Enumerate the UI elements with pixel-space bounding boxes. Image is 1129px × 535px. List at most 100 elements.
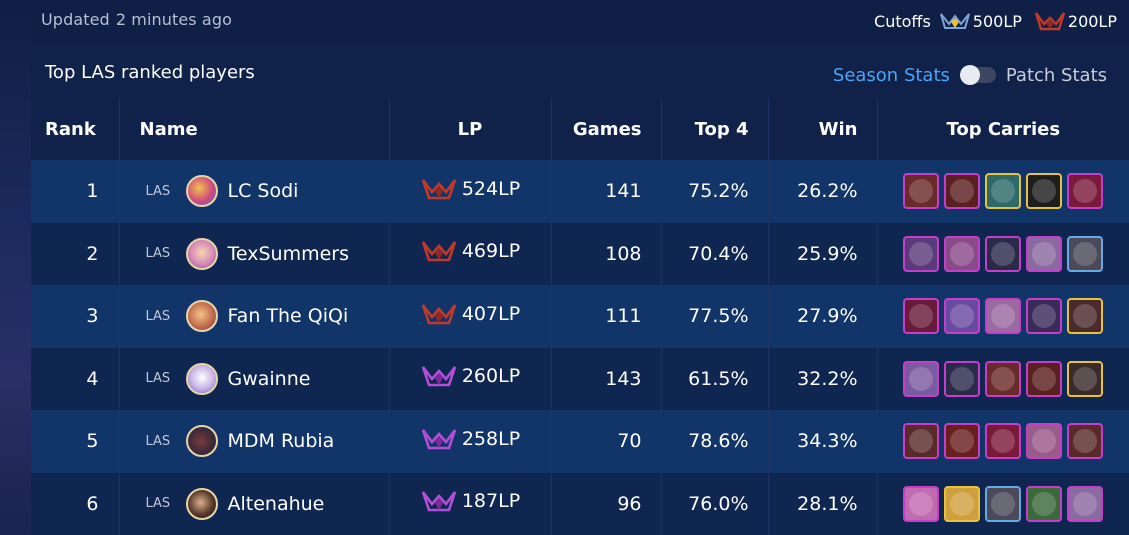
name-cell: LAS MDM Rubia <box>119 410 390 473</box>
games-value: 70 <box>617 430 642 453</box>
games-cell: 141 <box>551 160 662 223</box>
rank-cell: 1 <box>31 160 120 223</box>
top4-cell: 78.6% <box>661 410 769 473</box>
column-header-win[interactable]: Win <box>768 98 878 160</box>
games-value: 108 <box>605 242 642 265</box>
champion-icon[interactable] <box>1067 360 1104 397</box>
updated-time: 2 minutes ago <box>115 10 232 29</box>
champion-icon[interactable] <box>903 423 940 460</box>
table-header: Rank Name LP Games Top 4 Win Top Carries <box>31 98 1129 160</box>
win-cell: 34.3% <box>768 410 878 473</box>
table-row[interactable]: 6 LAS Altenahue 187LP 96 76.0% 28.1% <box>31 472 1129 535</box>
rank-value: 6 <box>86 492 99 515</box>
rank-value: 2 <box>86 242 99 265</box>
champion-icon[interactable] <box>985 485 1022 522</box>
rank-crest-icon <box>421 178 457 200</box>
top4-cell: 61.5% <box>661 347 769 410</box>
champion-icon[interactable] <box>1026 298 1063 335</box>
column-header-games[interactable]: Games <box>551 98 662 160</box>
top-carries-cell <box>877 285 1129 348</box>
rank-crest-icon <box>421 241 457 262</box>
top-carries-cell <box>877 222 1129 285</box>
rank-crest-icon <box>421 366 457 387</box>
win-cell: 25.9% <box>768 222 878 285</box>
champion-icon[interactable] <box>944 298 981 335</box>
games-cell: 70 <box>551 410 662 473</box>
top4-value: 70.4% <box>688 242 749 265</box>
avatar <box>185 425 218 458</box>
champion-icon[interactable] <box>944 173 981 210</box>
column-header-top4[interactable]: Top 4 <box>661 98 769 160</box>
champion-icon[interactable] <box>944 235 981 272</box>
champion-icon[interactable] <box>985 360 1022 397</box>
region-label: LAS <box>145 246 171 262</box>
table-row[interactable]: 3 LAS Fan The QiQi 407LP 111 77.5% 27.9% <box>31 285 1129 348</box>
champion-icon[interactable] <box>903 485 940 522</box>
top4-cell: 70.4% <box>661 222 769 285</box>
challenger-cutoff: 500LP <box>972 11 1022 31</box>
table-row[interactable]: 5 LAS MDM Rubia 258LP 70 78.6% 34.3% <box>31 410 1129 473</box>
leaderboard-table: Rank Name LP Games Top 4 Win Top Carries… <box>31 98 1129 535</box>
switch-knob <box>959 65 980 85</box>
player-name[interactable]: TexSummers <box>227 242 350 265</box>
champion-icon[interactable] <box>903 173 940 210</box>
rank-cell: 6 <box>31 472 120 535</box>
top4-cell: 76.0% <box>661 472 769 535</box>
patch-stats-option[interactable]: Patch Stats <box>1005 64 1107 86</box>
top-carries-cell <box>877 160 1129 223</box>
rank-cell: 2 <box>31 222 120 285</box>
champion-icon[interactable] <box>1026 173 1063 210</box>
champion-icon[interactable] <box>1067 173 1104 210</box>
name-cell: LAS Fan The QiQi <box>119 285 390 348</box>
table-row[interactable]: 2 LAS TexSummers 469LP 108 70.4% 25.9% <box>31 222 1129 285</box>
rank-crest-icon <box>421 303 457 325</box>
games-value: 141 <box>605 180 642 203</box>
champion-icon[interactable] <box>985 173 1022 210</box>
champion-icon[interactable] <box>1026 235 1063 272</box>
champion-icon[interactable] <box>903 360 940 397</box>
champion-icon[interactable] <box>903 235 940 272</box>
champion-icon[interactable] <box>944 360 981 397</box>
champion-icon[interactable] <box>1026 485 1063 522</box>
champion-icon[interactable] <box>1026 360 1063 397</box>
cutoffs-label: Cutoffs <box>874 11 931 31</box>
column-header-rank[interactable]: Rank <box>31 98 120 160</box>
player-name[interactable]: Gwainne <box>227 367 311 390</box>
season-stats-option[interactable]: Season Stats <box>832 64 950 86</box>
rank-cell: 3 <box>31 285 120 348</box>
champion-icon[interactable] <box>985 423 1022 460</box>
column-header-name[interactable]: Name <box>119 98 390 160</box>
champion-icon[interactable] <box>944 485 981 522</box>
lp-cell: 187LP <box>389 472 552 535</box>
lp-cell: 258LP <box>389 410 552 473</box>
champion-icon[interactable] <box>985 298 1022 335</box>
table-row[interactable]: 1 LAS LC Sodi 524LP 141 75.2% 26.2% <box>31 160 1129 223</box>
player-name[interactable]: MDM Rubia <box>227 430 335 453</box>
champion-icon[interactable] <box>985 235 1022 272</box>
rank-crest-icon <box>421 428 457 450</box>
champion-icon[interactable] <box>1067 423 1104 460</box>
champion-icon[interactable] <box>1067 235 1104 272</box>
table-row[interactable]: 4 LAS Gwainne 260LP 143 61.5% 32.2% <box>31 347 1129 410</box>
lp-cell: 407LP <box>389 285 552 348</box>
page-title: Top LAS ranked players <box>45 62 255 83</box>
stats-toggle: Season Stats Patch Stats <box>833 62 1107 88</box>
player-name[interactable]: LC Sodi <box>227 180 299 203</box>
top-carries-cell <box>877 410 1129 473</box>
champion-icon[interactable] <box>903 298 940 335</box>
player-name[interactable]: Altenahue <box>227 492 325 515</box>
player-name[interactable]: Fan The QiQi <box>227 305 349 328</box>
stats-switch[interactable] <box>959 65 996 85</box>
status-bar: Updated 2 minutes ago Cutoffs 500LP 200LP <box>31 0 1129 42</box>
rank-cell: 5 <box>31 410 120 473</box>
games-cell: 143 <box>551 347 662 410</box>
champion-icon[interactable] <box>1067 485 1104 522</box>
champion-icon[interactable] <box>1067 298 1104 335</box>
lp-cell: 524LP <box>389 160 552 223</box>
top4-value: 75.2% <box>688 180 749 203</box>
champion-icon[interactable] <box>944 423 981 460</box>
region-label: LAS <box>145 308 171 324</box>
champion-icon[interactable] <box>1026 423 1063 460</box>
win-cell: 32.2% <box>768 347 878 410</box>
column-header-lp[interactable]: LP <box>389 98 552 160</box>
